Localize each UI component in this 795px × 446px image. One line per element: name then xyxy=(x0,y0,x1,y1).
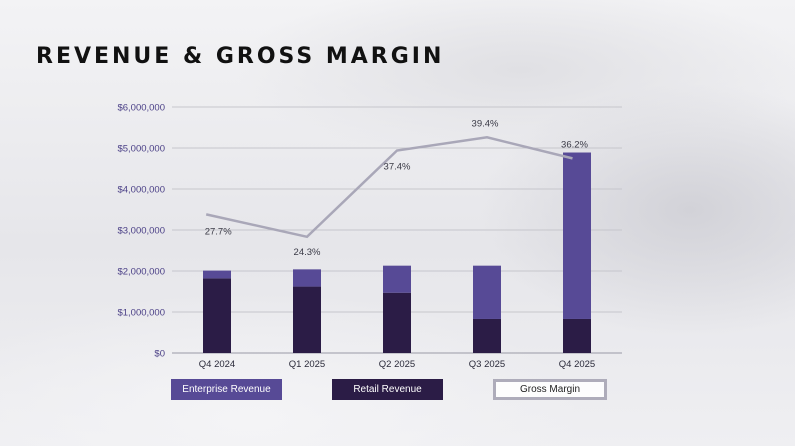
gross-margin-line xyxy=(205,136,573,239)
retail-revenue-bar xyxy=(473,318,501,353)
y-axis-ticks: $0 $1,000,000 $2,000,000 $3,000,000 $4,000,0… xyxy=(117,103,165,360)
enterprise-revenue-bar xyxy=(383,265,411,293)
x-tick-label: Q4 2025 xyxy=(559,359,595,370)
retail-revenue-bar xyxy=(383,292,411,353)
margin-data-label: 36.2% xyxy=(561,139,588,150)
x-tick-label: Q2 2025 xyxy=(379,359,415,370)
x-tick-label: Q3 2025 xyxy=(469,359,505,370)
bars xyxy=(203,152,591,353)
gross-margin-line-group xyxy=(205,136,573,239)
y-tick-label: $3,000,000 xyxy=(117,226,165,237)
legend-retail-revenue: Retail Revenue xyxy=(332,379,443,400)
margin-data-label: 24.3% xyxy=(294,247,321,258)
enterprise-revenue-bar xyxy=(293,269,321,287)
x-tick-label: Q1 2025 xyxy=(289,359,325,370)
y-tick-label: $5,000,000 xyxy=(117,144,165,155)
margin-data-label: 37.4% xyxy=(384,162,411,173)
legend-gross-margin: Gross Margin xyxy=(493,379,607,400)
enterprise-revenue-bar xyxy=(473,265,501,319)
enterprise-revenue-bar xyxy=(563,152,591,319)
retail-revenue-bar xyxy=(203,278,231,353)
y-tick-label: $2,000,000 xyxy=(117,267,165,278)
margin-data-label: 39.4% xyxy=(472,118,499,129)
enterprise-revenue-bar xyxy=(203,270,231,279)
retail-revenue-bar xyxy=(563,318,591,353)
y-tick-label: $0 xyxy=(154,349,165,360)
margin-labels: 27.7% 24.3% 37.4% 39.4% 36.2% xyxy=(205,118,589,258)
y-tick-label: $1,000,000 xyxy=(117,308,165,319)
y-tick-label: $6,000,000 xyxy=(117,103,165,114)
legend-enterprise-revenue: Enterprise Revenue xyxy=(171,379,282,400)
x-tick-label: Q4 2024 xyxy=(199,359,235,370)
margin-data-label: 27.7% xyxy=(205,226,232,237)
slide-title: REVENUE & GROSS MARGIN xyxy=(36,44,445,69)
y-tick-label: $4,000,000 xyxy=(117,185,165,196)
retail-revenue-bar xyxy=(293,286,321,353)
x-axis-ticks: Q4 2024 Q1 2025 Q2 2025 Q3 2025 Q4 2025 xyxy=(199,359,595,370)
